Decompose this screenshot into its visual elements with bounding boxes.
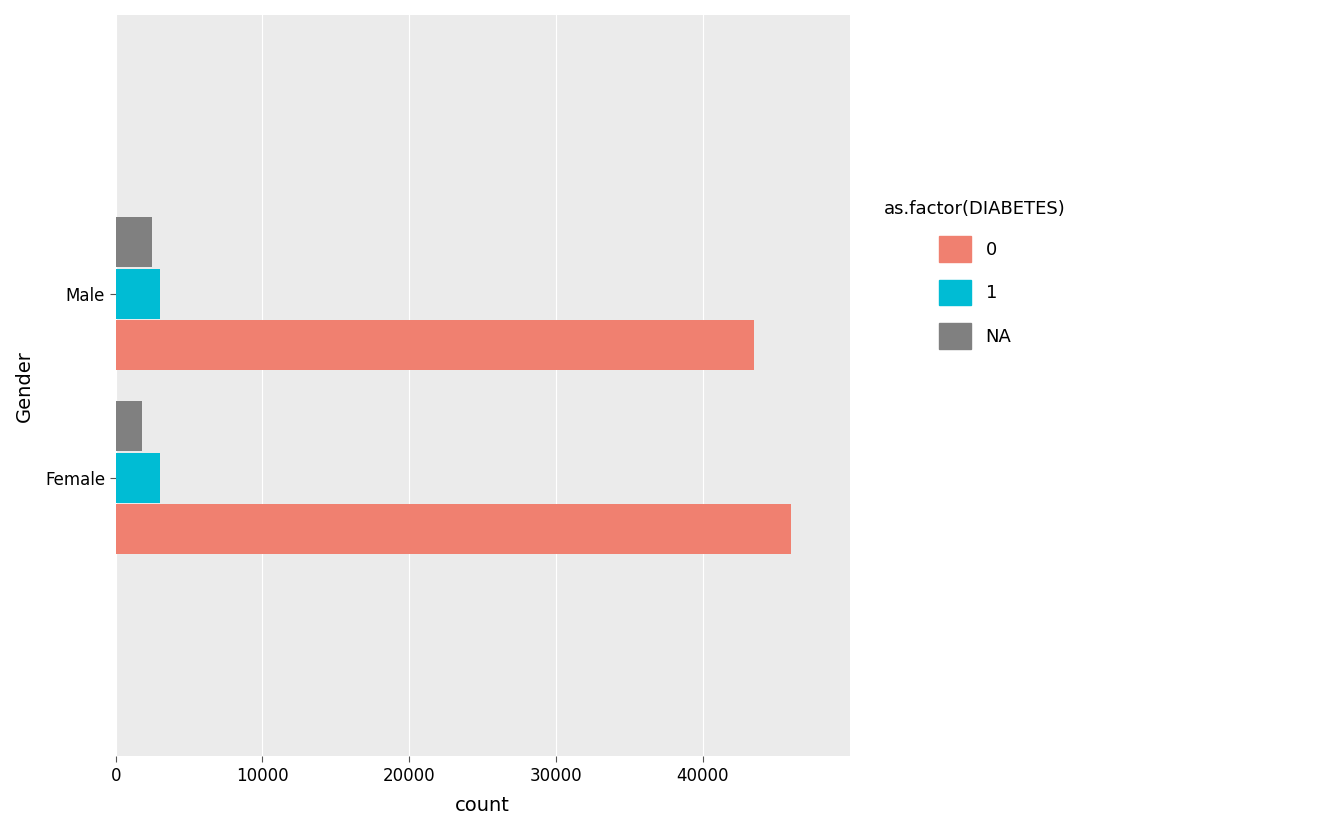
Bar xyxy=(116,269,160,319)
Bar xyxy=(116,401,142,452)
Bar xyxy=(116,453,160,503)
X-axis label: count: count xyxy=(456,796,511,815)
Bar xyxy=(116,320,754,370)
Bar xyxy=(116,505,792,554)
Y-axis label: Gender: Gender xyxy=(15,349,34,422)
Bar xyxy=(116,217,152,267)
Legend: 0, 1, NA: 0, 1, NA xyxy=(866,182,1085,367)
